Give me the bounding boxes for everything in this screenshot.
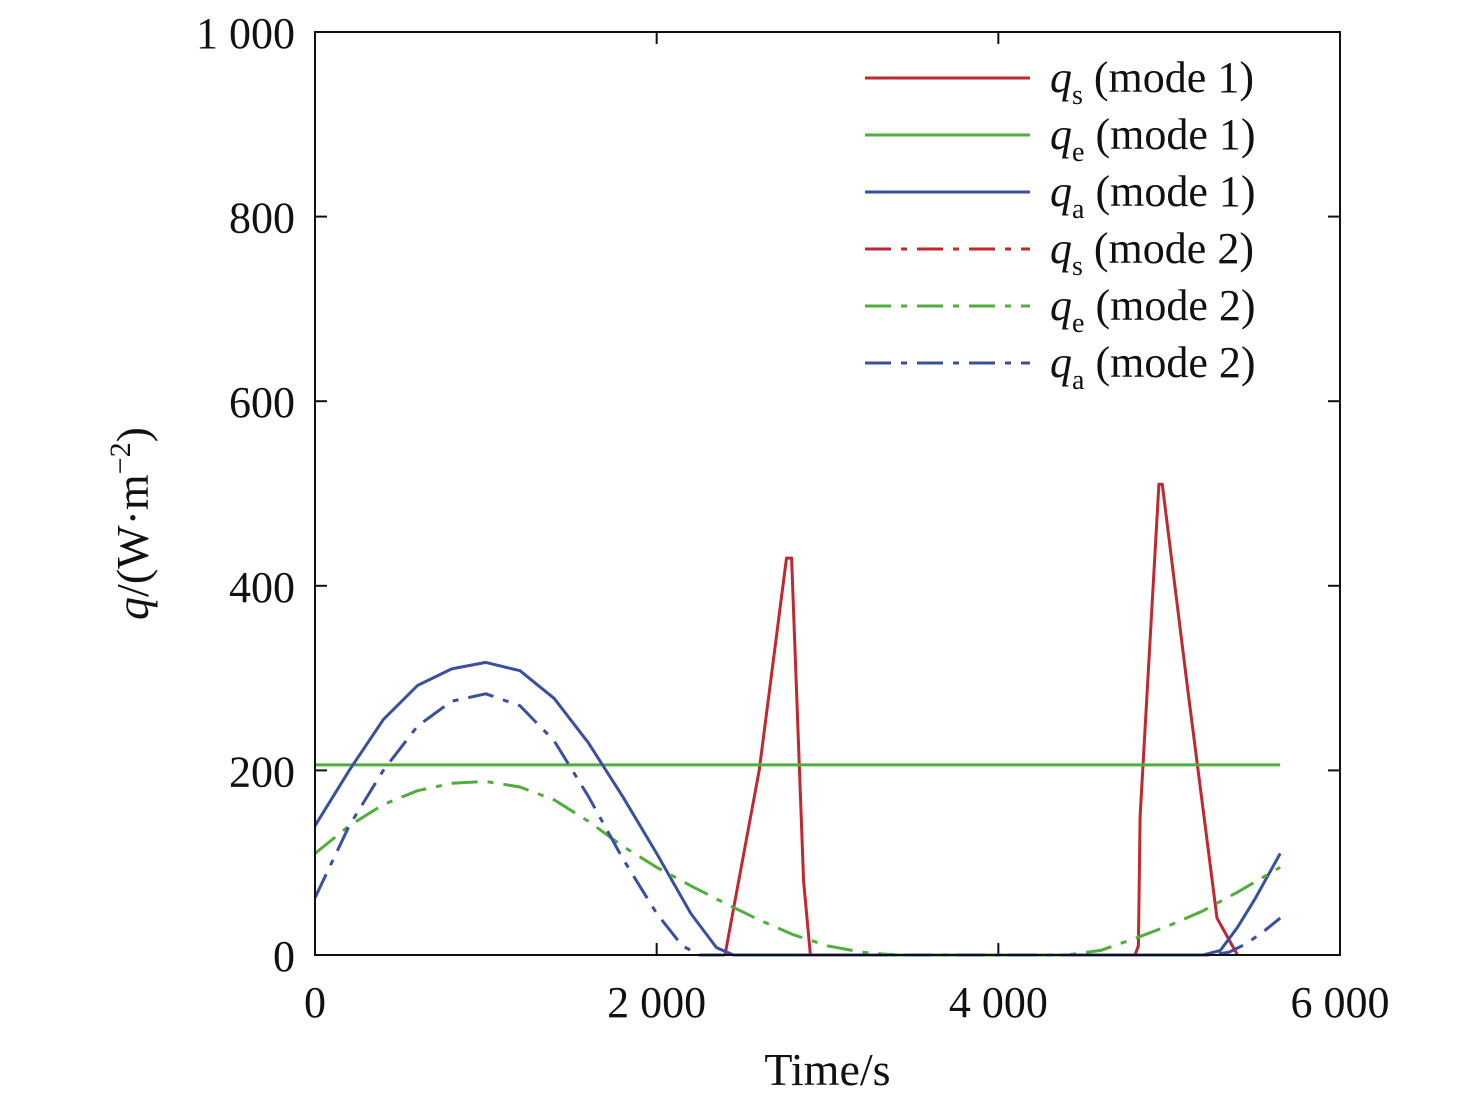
legend-symbol: q [1050, 110, 1072, 159]
legend: qs (mode 1)qe (mode 1)qa (mode 1)qs (mod… [865, 53, 1256, 396]
legend-subscript: a [1072, 194, 1085, 225]
legend-mode: (mode 1) [1083, 53, 1254, 102]
legend-subscript: a [1072, 365, 1085, 396]
legend-entry: qs (mode 2) [1050, 224, 1254, 282]
y-axis-label-unit: /(W·m [107, 474, 158, 597]
legend-entry: qs (mode 1) [1050, 53, 1254, 111]
legend-entry: qe (mode 1) [1050, 110, 1256, 168]
legend-symbol: q [1050, 281, 1072, 330]
legend-mode: (mode 1) [1084, 167, 1255, 216]
y-tick-label: 1 000 [196, 9, 295, 58]
x-axis-label: Time/s [764, 1044, 890, 1095]
legend-symbol: q [1050, 167, 1072, 216]
axis-tick-labels: 0 2 000 4 000 6 000 0 200 400 600 800 1 000 [196, 9, 1390, 1027]
legend-entry: qa (mode 2) [1050, 338, 1256, 396]
y-axis-label: q/(W·m−2) [104, 427, 158, 620]
y-tick-label: 800 [229, 194, 295, 243]
legend-subscript: s [1072, 251, 1083, 282]
legend-symbol: q [1050, 338, 1072, 387]
axis-ticks [314, 31, 1341, 956]
x-tick-label: 6 000 [1291, 978, 1390, 1027]
series-lines [313, 482, 1282, 957]
legend-mode: (mode 2) [1083, 224, 1254, 273]
series-line-0 [723, 482, 1239, 957]
legend-subscript: e [1072, 137, 1084, 168]
y-axis-label-close: ) [107, 427, 158, 442]
series-line-5 [313, 692, 1282, 957]
legend-symbol: q [1050, 53, 1072, 102]
y-axis-label-exponent: −2 [104, 442, 137, 474]
legend-mode: (mode 1) [1084, 110, 1255, 159]
plot-frame [314, 31, 1341, 956]
y-tick-label: 600 [229, 378, 295, 427]
series-line-4 [314, 780, 1281, 957]
legend-entry: qe (mode 2) [1050, 281, 1256, 339]
y-tick-label: 0 [273, 932, 295, 981]
x-tick-label: 2 000 [607, 978, 706, 1027]
y-axis-label-symbol: q [107, 597, 158, 620]
legend-subscript: s [1072, 80, 1083, 111]
series-line-2 [313, 660, 1282, 957]
y-tick-label: 400 [229, 563, 295, 612]
x-tick-label: 0 [304, 978, 326, 1027]
legend-entry: qa (mode 1) [1050, 167, 1256, 225]
x-tick-label: 4 000 [949, 978, 1048, 1027]
legend-symbol: q [1050, 224, 1072, 273]
legend-mode: (mode 2) [1084, 281, 1255, 330]
y-tick-label: 200 [229, 747, 295, 796]
legend-mode: (mode 2) [1084, 338, 1255, 387]
legend-subscript: e [1072, 308, 1084, 339]
